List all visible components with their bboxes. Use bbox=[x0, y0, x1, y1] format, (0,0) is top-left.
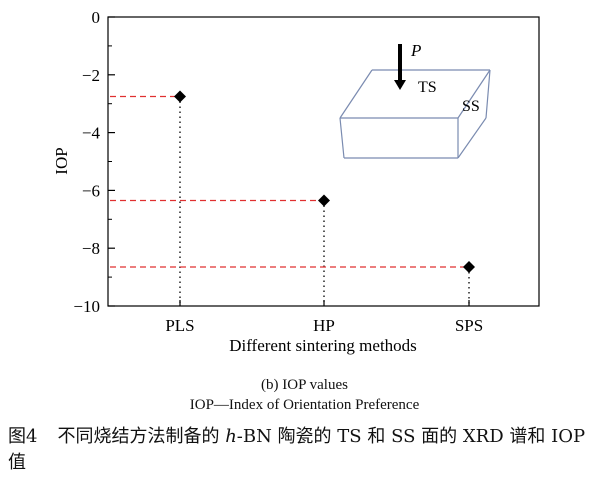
y-tick-label: 0 bbox=[92, 8, 101, 27]
y-tick-label: −2 bbox=[82, 66, 100, 85]
data-point-sps bbox=[463, 260, 475, 273]
y-axis-label: IOP bbox=[52, 147, 71, 174]
x-tick-label: SPS bbox=[455, 316, 483, 335]
x-axis-label: Different sintering methods bbox=[229, 336, 417, 355]
y-tick-label: −4 bbox=[82, 124, 101, 143]
data-points bbox=[174, 90, 475, 273]
orientation-inset: P TS SS bbox=[339, 41, 491, 159]
guide-lines bbox=[110, 95, 470, 306]
data-point-hp bbox=[318, 194, 330, 207]
side-surface-label: SS bbox=[462, 98, 480, 115]
force-arrow bbox=[394, 44, 406, 90]
force-label: P bbox=[410, 41, 421, 60]
x-tick-label: HP bbox=[313, 316, 335, 335]
y-tick-label: −8 bbox=[82, 239, 100, 258]
figure-title-part-2: -BN 陶瓷的 TS 和 SS 面的 XRD 谱和 IOP 值 bbox=[8, 426, 586, 473]
iop-chart: 0 −2 −4 −6 −8 −10 PLS HP SPS IOP Different sint… bbox=[52, 8, 540, 355]
top-surface-label: TS bbox=[418, 79, 437, 96]
y-axis: 0 −2 −4 −6 −8 −10 bbox=[73, 8, 115, 316]
y-tick-label: −6 bbox=[82, 181, 100, 200]
x-tick-label: PLS bbox=[165, 316, 194, 335]
data-point-pls bbox=[174, 90, 186, 103]
y-tick-label: −10 bbox=[73, 297, 100, 316]
figure-title-part-1: 不同烧结方法制备的 bbox=[57, 426, 226, 447]
sample-box bbox=[339, 69, 491, 159]
abbreviation-note: IOP—Index of Orientation Preference bbox=[189, 397, 420, 413]
x-axis: PLS HP SPS bbox=[165, 300, 483, 335]
plot-frame bbox=[107, 16, 540, 307]
figure-caption: 图4 不同烧结方法制备的 h-BN 陶瓷的 TS 和 SS 面的 XRD 谱和 I… bbox=[8, 424, 600, 476]
subcaption: (b) IOP values bbox=[261, 377, 348, 393]
figure-title-italic: h bbox=[225, 426, 237, 447]
figure-number: 图4 bbox=[8, 426, 38, 447]
